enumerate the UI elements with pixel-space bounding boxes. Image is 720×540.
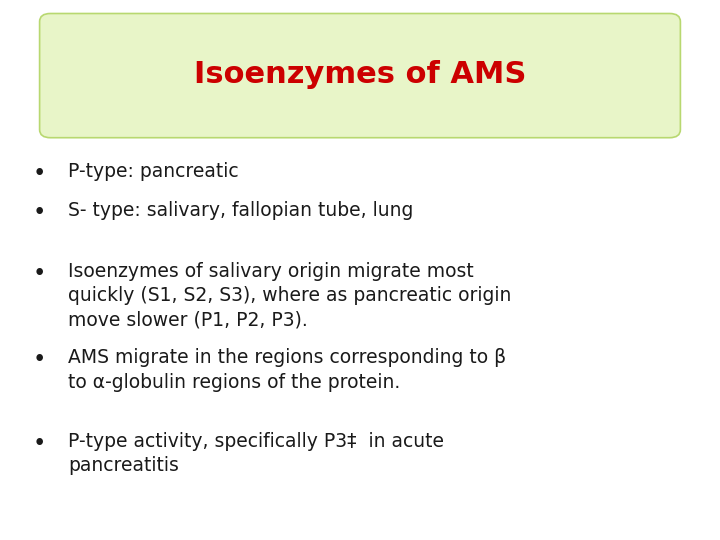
Text: •: • [33, 348, 46, 372]
Text: S- type: salivary, fallopian tube, lung: S- type: salivary, fallopian tube, lung [68, 201, 414, 220]
Text: Isoenzymes of AMS: Isoenzymes of AMS [194, 60, 526, 89]
Text: •: • [33, 432, 46, 455]
Text: Isoenzymes of salivary origin migrate most
quickly (S1, S2, S3), where as pancre: Isoenzymes of salivary origin migrate mo… [68, 262, 512, 329]
Text: •: • [33, 262, 46, 285]
Text: AMS migrate in the regions corresponding to β
to α-globulin regions of the prote: AMS migrate in the regions corresponding… [68, 348, 507, 392]
FancyBboxPatch shape [40, 14, 680, 138]
Text: P-type activity, specifically P3‡  in acute
pancreatitis: P-type activity, specifically P3‡ in acu… [68, 432, 444, 475]
Text: P-type: pancreatic: P-type: pancreatic [68, 162, 239, 181]
Text: •: • [33, 201, 46, 224]
Text: •: • [33, 162, 46, 185]
